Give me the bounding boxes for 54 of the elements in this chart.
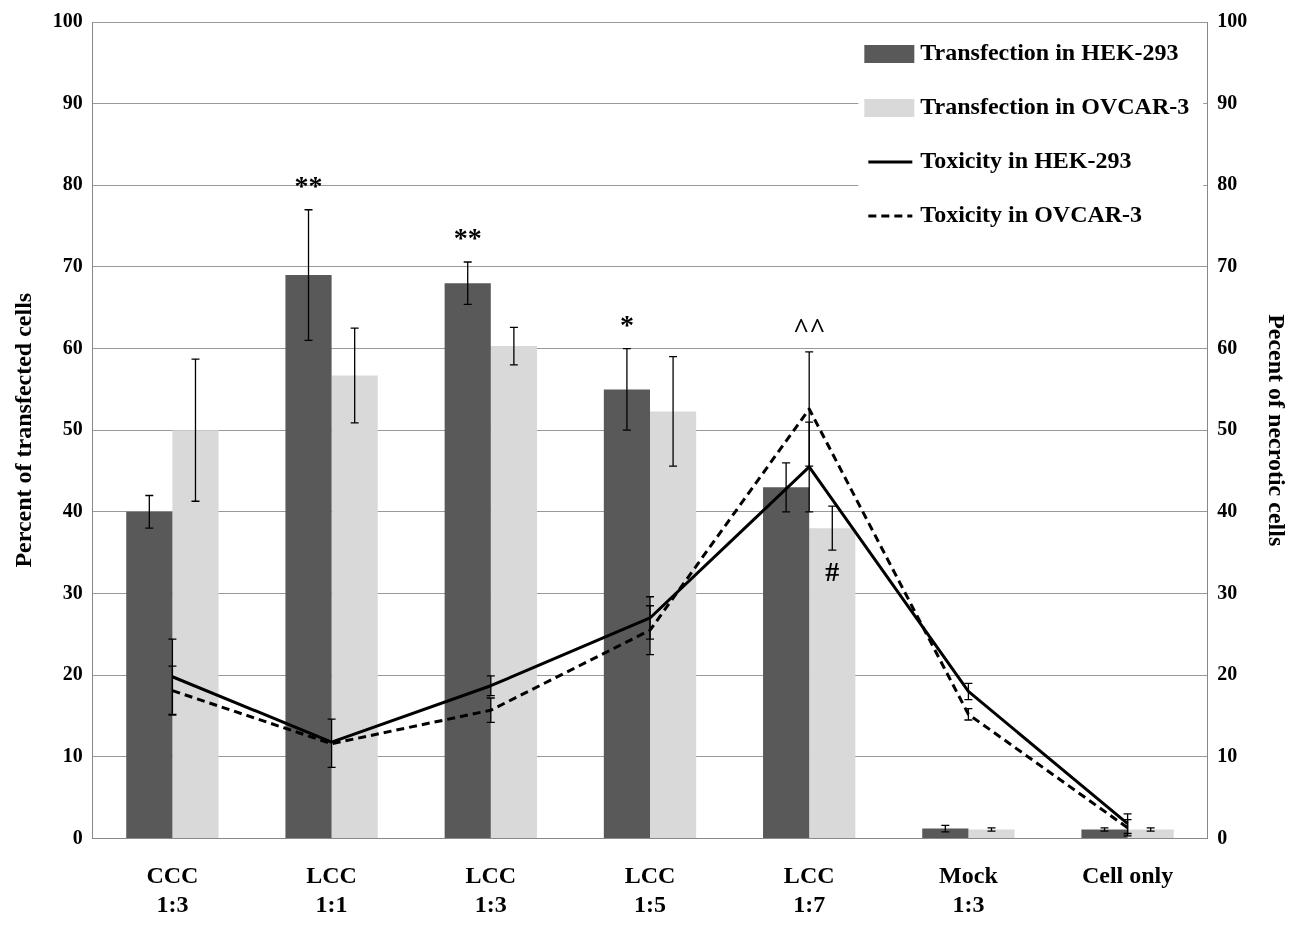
y-tick-label: 20 — [62, 662, 83, 685]
y2-tick-label: 20 — [1217, 662, 1238, 685]
y-tick-label: 50 — [62, 417, 83, 440]
x-tick-label: Cell only — [1081, 862, 1174, 888]
legend-label: Transfection in HEK-293 — [920, 39, 1179, 66]
y2-tick-label: 80 — [1217, 172, 1238, 195]
legend-label: Toxicity in OVCAR-3 — [920, 201, 1143, 228]
x-tick-label: Mock 1:3 — [939, 862, 999, 917]
bar — [809, 528, 856, 838]
bar — [922, 828, 969, 838]
y2-tick-label: 10 — [1217, 743, 1238, 766]
bar — [126, 511, 173, 838]
y-tick-label: 100 — [52, 9, 83, 32]
bar — [285, 275, 332, 838]
x-tick-label: LCC 1:1 — [306, 862, 357, 917]
y-tick-label: 0 — [72, 825, 83, 848]
annotation: ^^ — [792, 312, 826, 344]
bar — [172, 430, 219, 838]
y2-tick-label: 0 — [1217, 825, 1228, 848]
y-tick-label: 80 — [62, 172, 83, 195]
y-tick-label: 10 — [62, 743, 83, 766]
bar — [490, 346, 537, 838]
legend-label: Toxicity in HEK-293 — [920, 147, 1132, 174]
x-tick-label: CCC 1:3 — [146, 862, 199, 917]
y-tick-label: 30 — [62, 580, 83, 603]
annotation: ** — [294, 170, 323, 202]
annotation: ** — [453, 222, 482, 254]
y-tick-label: 60 — [62, 335, 83, 358]
x-tick-label: LCC 1:3 — [465, 862, 517, 917]
bar — [968, 829, 1015, 838]
y2-tick-label: 50 — [1217, 417, 1238, 440]
y2-tick-label: 40 — [1217, 499, 1238, 522]
y2-axis-title: Pecent of necrotic cells — [1264, 314, 1291, 547]
y-tick-label: 90 — [62, 90, 83, 113]
y-tick-label: 40 — [62, 499, 83, 522]
annotation: * — [619, 308, 634, 340]
y2-tick-label: 70 — [1217, 254, 1238, 277]
y-tick-label: 70 — [62, 254, 83, 277]
bar — [1081, 829, 1128, 838]
legend-label: Transfection in OVCAR-3 — [920, 93, 1190, 120]
bar — [763, 487, 810, 838]
annotation: # — [825, 556, 840, 588]
bar — [331, 375, 378, 838]
x-tick-label: LCC 1:7 — [783, 862, 835, 917]
bar — [1127, 829, 1174, 838]
y-axis-title: Percent of transfected cells — [9, 292, 36, 568]
bar — [603, 389, 650, 838]
y2-tick-label: 90 — [1217, 90, 1238, 113]
y2-tick-label: 100 — [1217, 9, 1248, 32]
y2-tick-label: 30 — [1217, 580, 1238, 603]
bar — [650, 411, 697, 838]
bar — [444, 283, 491, 838]
y2-tick-label: 60 — [1217, 335, 1238, 358]
x-tick-label: LCC 1:5 — [624, 862, 676, 917]
